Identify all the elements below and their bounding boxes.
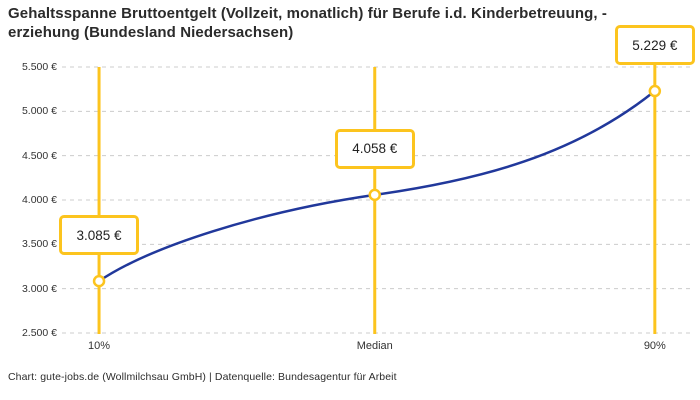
value-label-box: 5.229 € — [614, 25, 695, 66]
y-axis-tick-label: 3.500 € — [21, 238, 57, 251]
chart-title: Gehaltsspanne Bruttoentgelt (Vollzeit, m… — [8, 4, 668, 42]
value-label-box: 3.085 € — [59, 215, 140, 256]
salary-curve — [97, 89, 657, 283]
data-point-marker — [368, 188, 381, 202]
value-label-box: 4.058 € — [334, 128, 415, 169]
y-axis-tick-label: 3.000 € — [21, 282, 57, 295]
chart-title-line-1: Gehaltsspanne Bruttoentgelt (Vollzeit, m… — [8, 5, 607, 22]
y-axis-tick-label: 5.500 € — [21, 61, 57, 73]
x-axis-tick-label: Median — [356, 340, 393, 352]
x-axis-tick-label: 90% — [643, 340, 666, 352]
x-axis-tick-label: 10% — [88, 340, 111, 352]
chart-title-line-2: erziehung (Bundesland Niedersachsen) — [8, 24, 294, 41]
data-point-marker — [648, 84, 662, 98]
y-axis-tick-label: 2.500 € — [21, 327, 57, 339]
data-point-marker — [92, 274, 106, 288]
y-axis-tick-label: 5.000 € — [21, 105, 57, 118]
chart-footer: Chart: gute-jobs.de (Wollmilchsau GmbH) … — [8, 371, 397, 383]
y-axis-tick-label: 4.500 € — [21, 149, 57, 162]
y-axis-tick-label: 4.000 € — [21, 194, 57, 206]
